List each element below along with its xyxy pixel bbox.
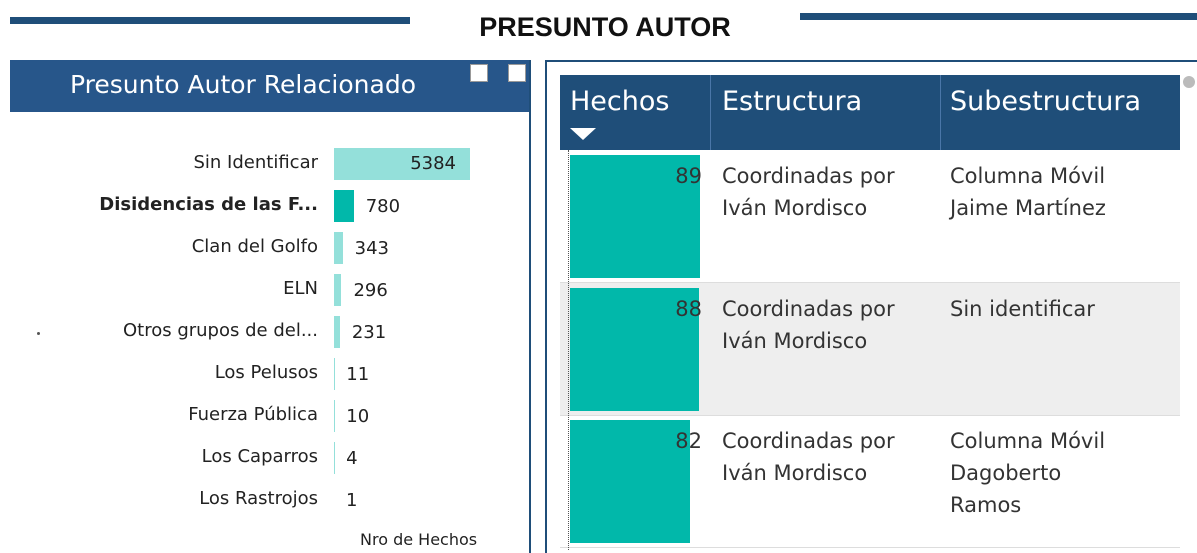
column-header: Estructura xyxy=(722,86,863,117)
y-tick-label: Los Pelusos xyxy=(214,362,318,383)
page-title: PRESUNTO AUTOR xyxy=(479,12,731,42)
subestructura-cell: Columna Móvil Jaime Martínez xyxy=(950,164,1106,220)
y-tick-label: Los Rastrojos xyxy=(199,488,318,509)
y-tick-label: Clan del Golfo xyxy=(191,236,318,257)
y-tick-label: Otros grupos de del... xyxy=(122,320,318,341)
data-label: 780 xyxy=(365,196,401,217)
rule-right xyxy=(800,13,1197,20)
bar xyxy=(334,316,340,348)
col-sep xyxy=(710,75,711,150)
rule-left xyxy=(10,17,410,24)
dot xyxy=(37,332,40,335)
data-label: 11 xyxy=(346,364,370,385)
row-line xyxy=(560,282,1180,283)
chart-panel: Presunto Autor Relacionado Nro de Hechos xyxy=(10,60,531,553)
estructura-cell: Coordinadas por Iván Mordisco xyxy=(722,429,895,485)
y-tick-label: Sin Identificar xyxy=(193,152,319,173)
subestructura-cell: Sin identificar xyxy=(950,297,1095,321)
x-axis-label: Nro de Hechos xyxy=(360,530,478,549)
bar xyxy=(334,274,342,306)
hechos-value: 88 xyxy=(675,297,702,321)
bar xyxy=(334,148,470,180)
data-label: 5384 xyxy=(410,153,456,174)
data-label: 343 xyxy=(354,238,390,259)
hechos-value: 89 xyxy=(675,164,702,188)
bar xyxy=(334,232,343,264)
data-bar xyxy=(570,155,700,278)
bar xyxy=(334,190,354,222)
y-tick-label: Fuerza Pública xyxy=(188,404,318,425)
filter-icon[interactable] xyxy=(470,64,488,82)
data-label: 231 xyxy=(351,322,387,343)
col-sep xyxy=(940,75,941,150)
data-label: 1 xyxy=(346,490,358,511)
chart-title: Presunto Autor Relacionado xyxy=(70,70,416,99)
data-bar xyxy=(570,288,699,411)
scroll-thumb[interactable] xyxy=(1183,76,1195,88)
chart-header xyxy=(10,60,529,112)
table-panel xyxy=(545,60,1197,553)
sort-arrow[interactable] xyxy=(570,128,596,140)
data-label: 296 xyxy=(353,280,388,301)
estructura-cell: Coordinadas por Iván Mordisco xyxy=(722,297,895,353)
row-marker xyxy=(568,150,569,550)
row-line xyxy=(560,547,1180,548)
data-label: 10 xyxy=(346,406,370,427)
table-header xyxy=(560,75,1180,150)
data-label: 4 xyxy=(346,448,358,469)
y-tick-label: ELN xyxy=(283,278,318,299)
y-tick-label: Disidencias de las F... xyxy=(99,194,318,215)
column-header: Hechos xyxy=(570,86,670,117)
row-line xyxy=(560,415,1180,416)
estructura-cell: Coordinadas por Iván Mordisco xyxy=(722,164,895,220)
hechos-value: 82 xyxy=(675,429,702,453)
data-bar xyxy=(570,420,690,543)
y-tick-label: Los Caparros xyxy=(201,446,318,467)
column-header: Subestructura xyxy=(950,86,1142,117)
subestructura-cell: Columna Móvil Dagoberto Ramos xyxy=(950,429,1106,517)
focus-icon[interactable] xyxy=(508,64,526,82)
